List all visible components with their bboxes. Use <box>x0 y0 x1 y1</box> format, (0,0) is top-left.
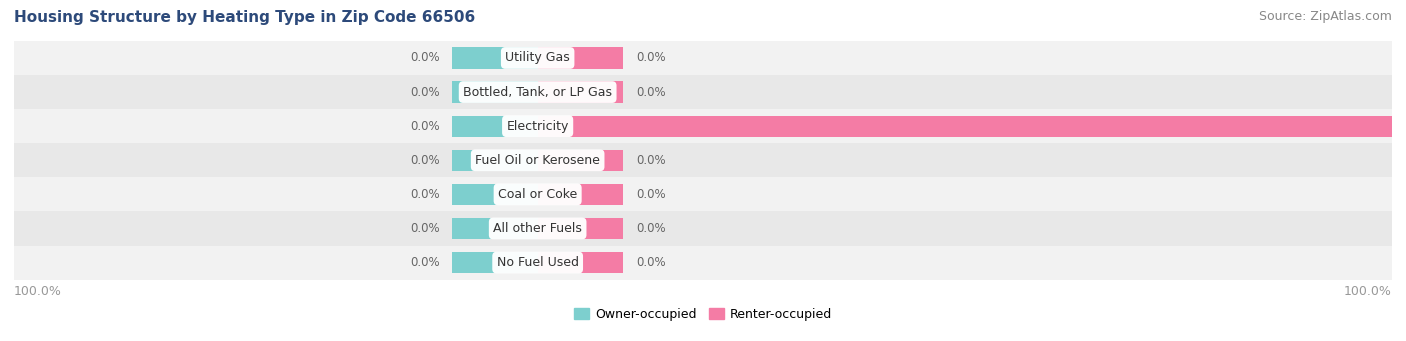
Bar <box>14 246 1392 280</box>
Text: 0.0%: 0.0% <box>409 256 440 269</box>
Bar <box>453 184 537 205</box>
Text: 0.0%: 0.0% <box>636 154 665 167</box>
Bar <box>453 81 537 103</box>
Bar <box>537 47 623 69</box>
Bar <box>453 218 537 239</box>
Bar <box>14 75 1392 109</box>
Bar <box>537 116 1392 137</box>
Text: 0.0%: 0.0% <box>409 120 440 133</box>
Text: 100.0%: 100.0% <box>14 285 62 298</box>
Text: Bottled, Tank, or LP Gas: Bottled, Tank, or LP Gas <box>463 86 612 99</box>
Text: 100.0%: 100.0% <box>1344 285 1392 298</box>
Bar <box>537 81 623 103</box>
Text: 0.0%: 0.0% <box>636 188 665 201</box>
Text: No Fuel Used: No Fuel Used <box>496 256 579 269</box>
Text: 0.0%: 0.0% <box>636 222 665 235</box>
Bar <box>14 143 1392 177</box>
Bar <box>453 116 537 137</box>
Text: Fuel Oil or Kerosene: Fuel Oil or Kerosene <box>475 154 600 167</box>
Text: 0.0%: 0.0% <box>636 86 665 99</box>
Bar <box>14 211 1392 246</box>
Text: Electricity: Electricity <box>506 120 569 133</box>
Bar <box>537 218 623 239</box>
Bar <box>14 109 1392 143</box>
Text: Housing Structure by Heating Type in Zip Code 66506: Housing Structure by Heating Type in Zip… <box>14 10 475 25</box>
Text: 0.0%: 0.0% <box>636 51 665 64</box>
Text: 0.0%: 0.0% <box>636 256 665 269</box>
Text: 0.0%: 0.0% <box>409 222 440 235</box>
Text: 0.0%: 0.0% <box>409 86 440 99</box>
Bar <box>14 41 1392 75</box>
Text: Utility Gas: Utility Gas <box>505 51 569 64</box>
Bar <box>453 47 537 69</box>
Text: Coal or Coke: Coal or Coke <box>498 188 578 201</box>
Bar <box>537 150 623 171</box>
Bar <box>453 150 537 171</box>
Bar <box>453 252 537 273</box>
Legend: Owner-occupied, Renter-occupied: Owner-occupied, Renter-occupied <box>568 303 838 326</box>
Text: Source: ZipAtlas.com: Source: ZipAtlas.com <box>1258 10 1392 23</box>
Text: 0.0%: 0.0% <box>409 154 440 167</box>
Bar <box>537 184 623 205</box>
Text: 0.0%: 0.0% <box>409 51 440 64</box>
Text: 0.0%: 0.0% <box>409 188 440 201</box>
Bar <box>14 177 1392 211</box>
Bar <box>537 252 623 273</box>
Text: All other Fuels: All other Fuels <box>494 222 582 235</box>
